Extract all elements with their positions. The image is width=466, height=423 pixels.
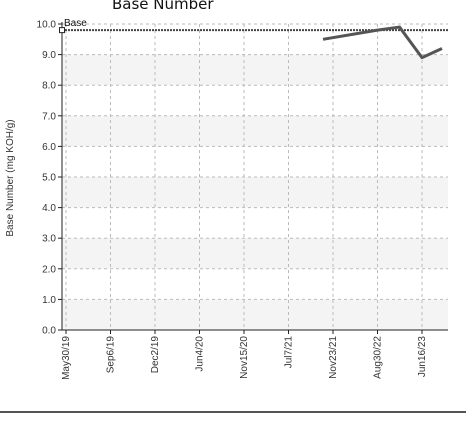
y-tick-label: 1.0 [42,295,56,306]
base-number-chart: Base Number 0.0 1.0 2.0 3.0 4.0 5.0 6.0 7.0 8.0 9… [5,0,448,380]
grid-band [62,54,448,86]
y-tick-label: 2.0 [42,264,56,275]
y-tick-label: 9.0 [42,50,56,61]
bottom-divider [0,411,466,413]
x-tick-label: Jun4/20 [195,336,206,372]
grid-band [62,177,448,208]
base-reference-line: Base [59,18,448,34]
base-label: Base [64,18,87,29]
plot-bands [62,54,448,330]
y-tick-label: 3.0 [42,234,56,245]
grid-band [62,238,448,269]
y-tick-label: 0.0 [42,326,56,337]
x-tick-label: Jun16/23 [417,336,428,378]
plot-axes [58,22,448,334]
x-tick-labels: May30/19 Sep6/19 Dec2/19 Jun4/20 Nov15/20 Jul… [61,336,428,380]
y-tick-label: 5.0 [42,173,56,184]
grid-band [62,115,448,147]
chart-title: Base Number [112,0,214,13]
x-tick-label: Nov23/21 [328,336,339,379]
x-tick-label: Aug30/22 [373,336,384,379]
x-tick-label: May30/19 [61,336,72,380]
x-tick-label: Nov15/20 [239,336,250,379]
series-lines [322,25,443,60]
y-tick-labels: 0.0 1.0 2.0 3.0 4.0 5.0 6.0 7.0 8.0 9.0 10.0 [37,20,57,337]
base-marker [59,27,65,34]
series-line [322,25,443,60]
x-tick-label: Sep6/19 [106,336,117,374]
y-tick-label: 8.0 [42,81,56,92]
plot-grid [62,23,448,331]
x-tick-label: Dec2/19 [150,336,161,374]
y-tick-label: 7.0 [42,111,56,122]
y-tick-label: 10.0 [37,20,57,31]
y-tick-label: 4.0 [42,203,56,214]
y-axis-label: Base Number (mg KOH/g) [5,119,16,236]
y-tick-label: 6.0 [42,142,56,153]
x-tick-label: Jul7/21 [284,336,295,369]
grid-band [62,299,448,330]
